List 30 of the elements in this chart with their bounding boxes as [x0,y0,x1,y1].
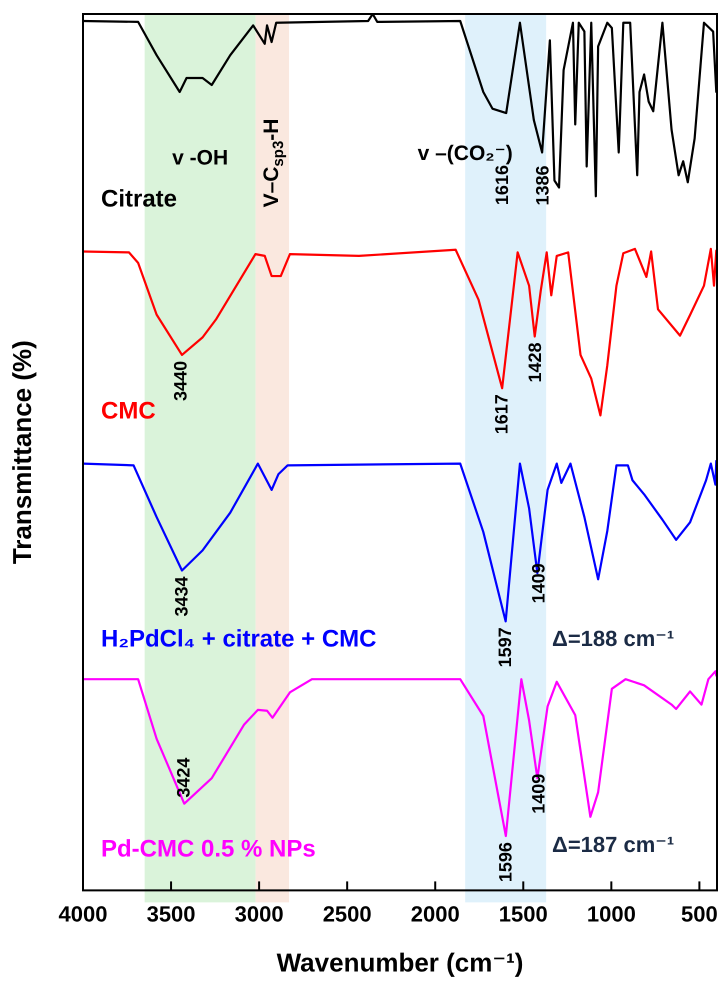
annotation: Δ=188 cm⁻¹ [552,626,674,652]
annotation: 1617 [492,394,512,434]
annotation: 3424 [173,758,194,798]
x-tick-label: 500 [681,902,718,927]
annotation: 3440 [170,360,191,401]
band-label: v -OH [172,146,228,170]
band-label: V–Csp3-H [260,118,287,208]
text: CMC [101,398,156,425]
text: H₂PdCl₄ + citrate + CMC [101,626,376,653]
annotation: 1616 [492,165,512,206]
x-tick-label: 3500 [146,902,196,927]
y-axis-title: Transmittance (%) [7,340,38,564]
annotation: 1409 [528,774,548,814]
annotation: 1386 [532,165,552,206]
x-tick-label: 1000 [586,902,636,927]
text: Pd-CMC 0.5 % NPs [101,836,316,863]
x-tick-label: 4000 [58,902,108,927]
annotation: 1428 [524,342,545,383]
x-axis-title: Wavenumber (cm⁻¹) [276,948,524,978]
annotation: 1409 [528,563,548,604]
x-tick-label: 3000 [234,902,284,927]
text: Citrate [101,186,178,213]
band-label: v –(CO₂⁻) [418,142,513,166]
annotation: Δ=187 cm⁻¹ [552,832,674,858]
x-tick-label: 1500 [498,902,548,927]
x-tick-label: 2500 [322,902,372,927]
annotation: 1597 [495,627,516,668]
annotation: 1596 [495,842,516,882]
x-tick-label: 2000 [410,902,460,927]
annotation: 3434 [172,576,192,617]
